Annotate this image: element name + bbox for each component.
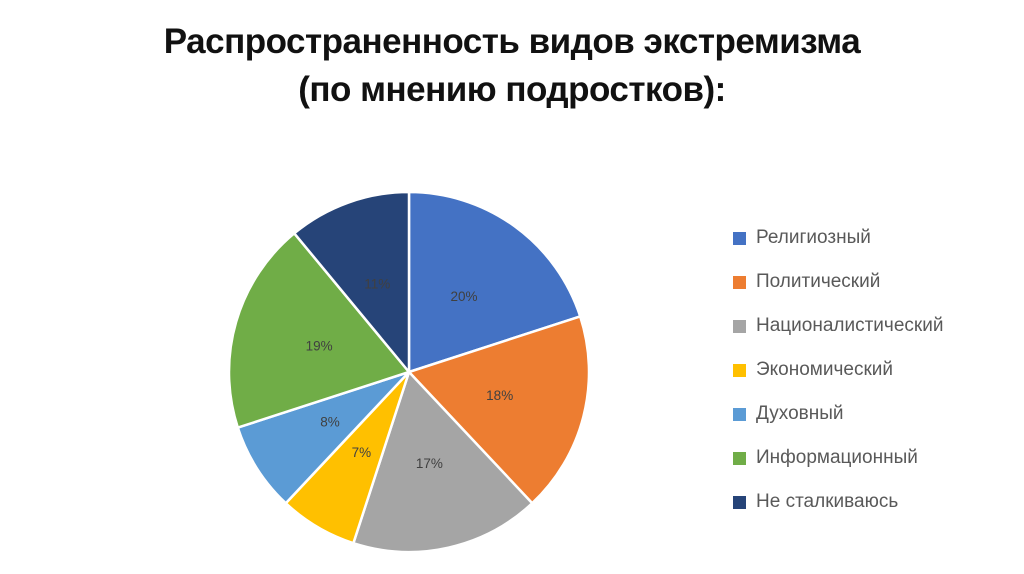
legend-item: Экономический	[733, 358, 943, 382]
legend-swatch-icon	[733, 231, 746, 245]
legend-item-label: Политический	[756, 271, 881, 292]
legend-item-label: Религиозный	[756, 227, 871, 248]
pie-slice-label: 11%	[364, 276, 390, 291]
pie-slice-label: 8%	[320, 415, 340, 430]
pie-slice-6	[293, 190, 411, 374]
legend-item: Духовный	[733, 402, 943, 426]
legend-swatch-icon	[733, 407, 746, 421]
legend-item-label: Националистический	[756, 315, 944, 336]
chart-title-line2: (по мнению подростков):	[298, 70, 726, 109]
pie-slice-2	[352, 370, 534, 554]
legend-item-label: Духовный	[756, 403, 844, 424]
legend-item-label: Не сталкиваюсь	[756, 491, 899, 512]
pie-slice-4	[236, 370, 411, 505]
pie-slice-label: 7%	[352, 445, 372, 460]
pie-slice-0	[407, 190, 582, 374]
legend-item: Религиозный	[733, 226, 943, 250]
pie-slice-label: 17%	[416, 456, 443, 471]
chart-title: Распространенность видов экстремизма (по…	[0, 18, 1024, 114]
legend-swatch-icon	[733, 275, 746, 289]
legend-item: Политический	[733, 270, 943, 294]
legend-item: Информационный	[733, 446, 943, 470]
legend-item: Националистический	[733, 314, 943, 338]
pie-slice-1	[407, 315, 591, 505]
legend-swatch-icon	[733, 451, 746, 465]
pie-slice-label: 19%	[306, 338, 333, 353]
legend-item-label: Информационный	[756, 447, 918, 468]
legend-item-label: Экономический	[756, 359, 893, 380]
pie-slice-label: 18%	[486, 388, 513, 403]
pie-slice-label: 20%	[450, 289, 477, 304]
pie-slice-5	[227, 232, 411, 429]
legend-swatch-icon	[733, 495, 746, 509]
legend-swatch-icon	[733, 363, 746, 377]
chart-legend: Религиозный Политический Националистичес…	[733, 226, 943, 534]
pie-chart: 20% 18% 17% 7% 8% 19% 11%	[189, 152, 629, 574]
pie-chart-svg: 20% 18% 17% 7% 8% 19% 11%	[227, 190, 591, 554]
legend-swatch-icon	[733, 319, 746, 333]
legend-item: Не сталкиваюсь	[733, 490, 943, 514]
chart-title-line1: Распространенность видов экстремизма	[163, 22, 861, 61]
